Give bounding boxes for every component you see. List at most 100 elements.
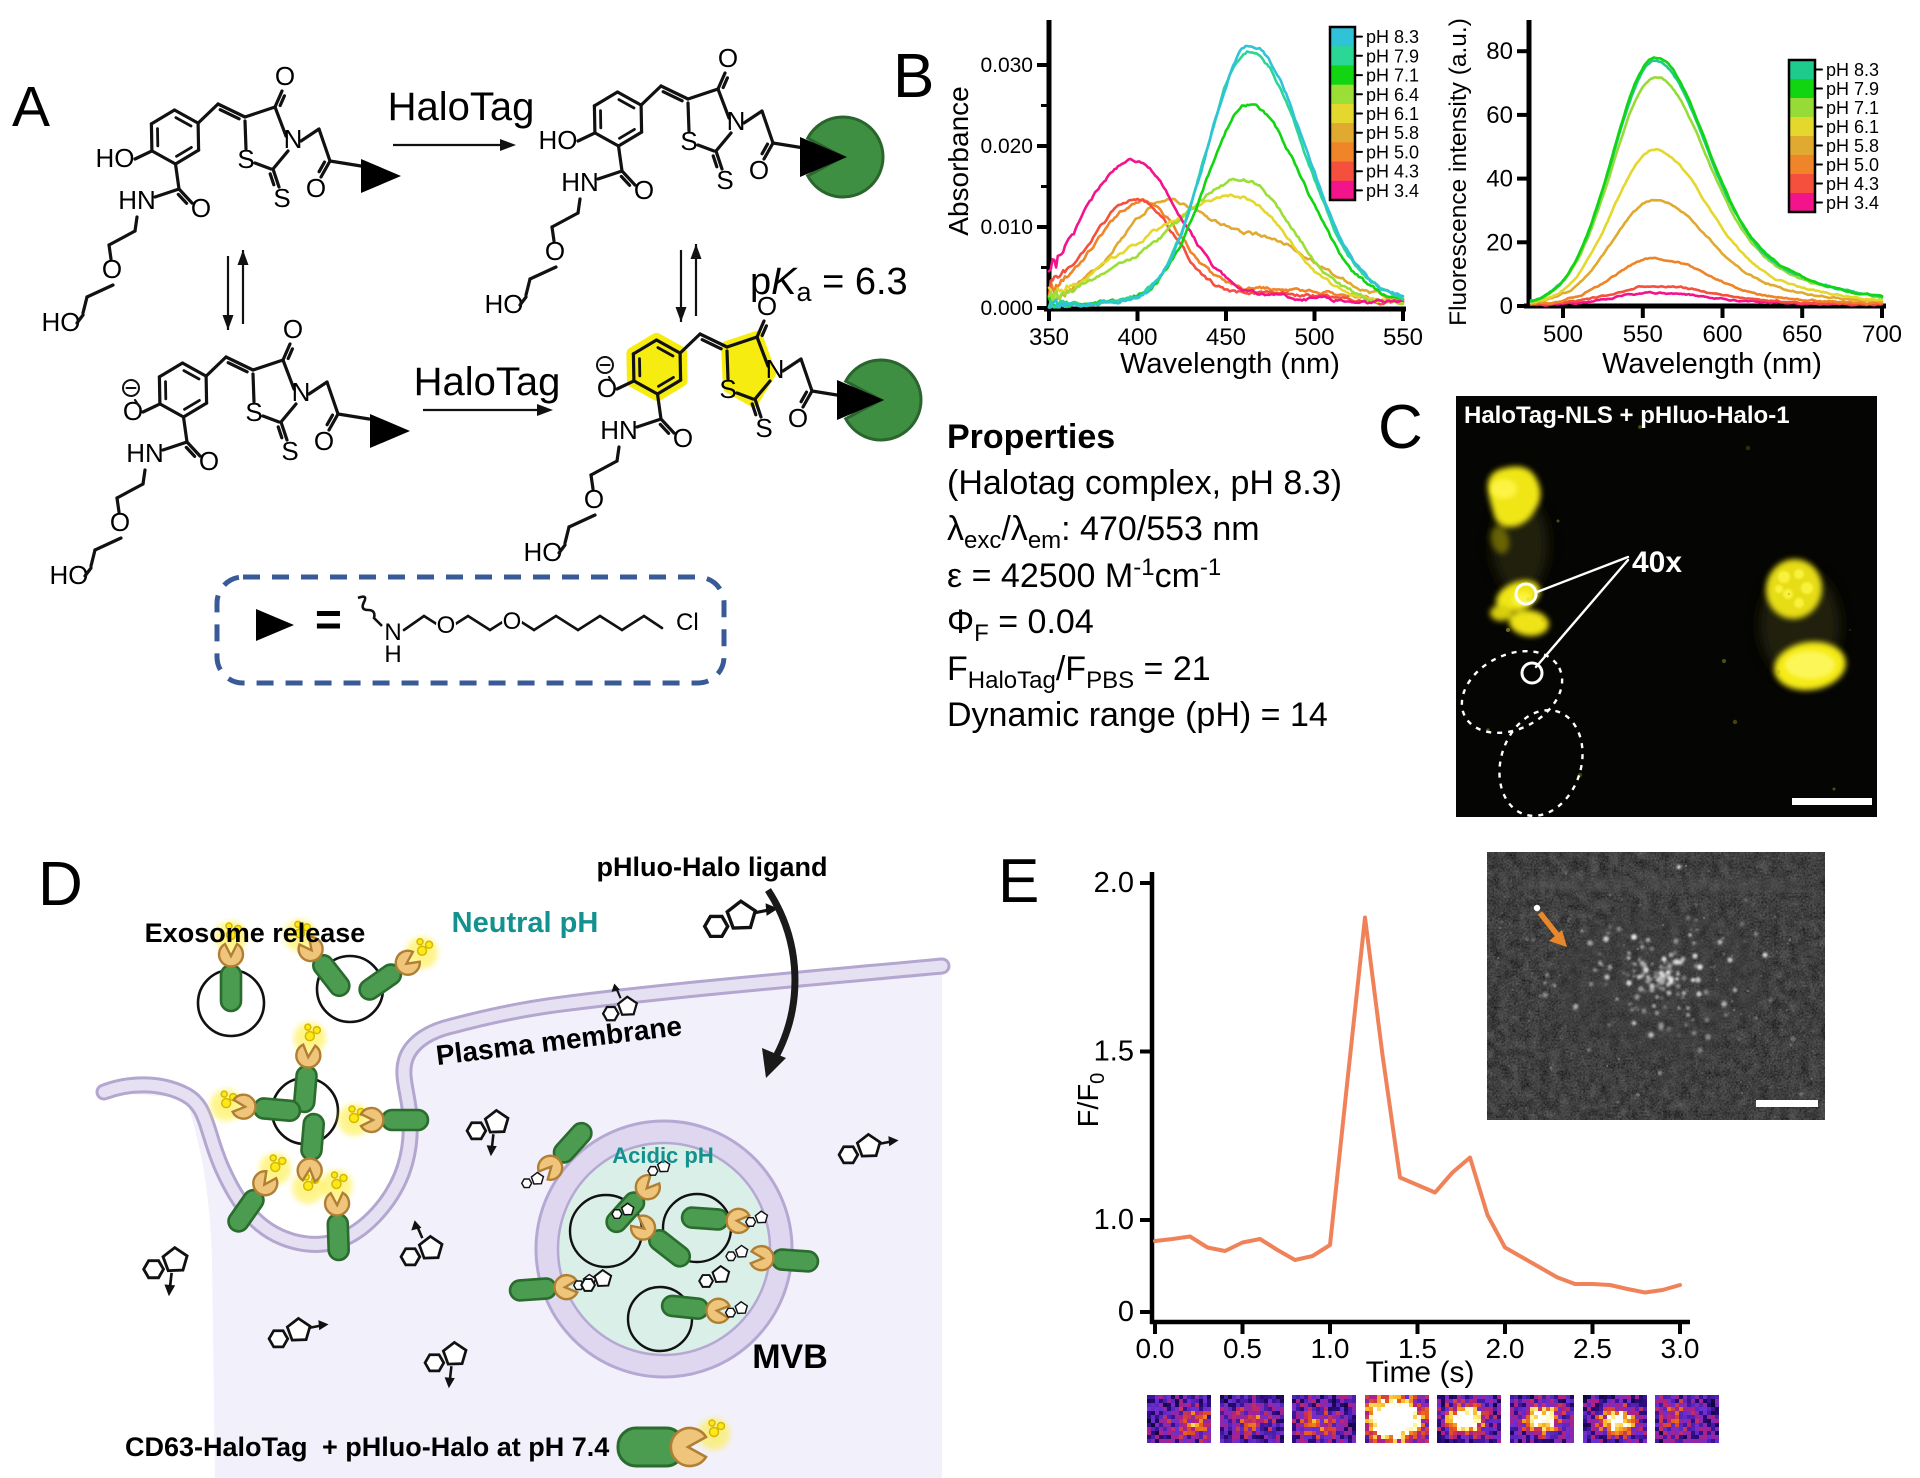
svg-text:O: O bbox=[102, 254, 122, 284]
svg-text:Dynamic range (pH) = 14: Dynamic range (pH) = 14 bbox=[947, 696, 1328, 734]
svg-text:B: B bbox=[893, 42, 934, 111]
svg-text:(Halotag complex, pH 8.3): (Halotag complex, pH 8.3) bbox=[947, 464, 1342, 502]
svg-text:HaloTag: HaloTag bbox=[388, 85, 535, 129]
svg-text:MVB: MVB bbox=[752, 1338, 828, 1376]
svg-text:350: 350 bbox=[1029, 324, 1069, 351]
svg-text:550: 550 bbox=[1383, 324, 1423, 351]
svg-text:HO: HO bbox=[485, 289, 524, 319]
svg-text:pH 8.3: pH 8.3 bbox=[1366, 27, 1419, 47]
svg-text:pH 6.4: pH 6.4 bbox=[1366, 85, 1419, 105]
svg-text:Acidic pH: Acidic pH bbox=[612, 1143, 713, 1168]
svg-text:O: O bbox=[634, 175, 654, 205]
svg-text:O: O bbox=[749, 155, 769, 185]
svg-text:S: S bbox=[245, 397, 262, 427]
svg-text:N: N bbox=[384, 619, 401, 646]
svg-text:500: 500 bbox=[1543, 321, 1583, 348]
svg-text:HaloTag-NLS + pHluo-Halo-1: HaloTag-NLS + pHluo-Halo-1 bbox=[1464, 402, 1790, 429]
svg-text:HaloTag: HaloTag bbox=[414, 360, 561, 404]
svg-text:N: N bbox=[292, 377, 311, 407]
svg-text:Time (s): Time (s) bbox=[1366, 1356, 1475, 1389]
svg-text:HN: HN bbox=[118, 185, 156, 215]
svg-text:pH 5.8: pH 5.8 bbox=[1826, 136, 1879, 156]
svg-text:S: S bbox=[680, 126, 697, 156]
svg-text:pH 4.3: pH 4.3 bbox=[1366, 162, 1419, 182]
svg-text:S: S bbox=[273, 183, 290, 213]
svg-text:D: D bbox=[38, 850, 83, 919]
svg-text:A: A bbox=[12, 75, 50, 139]
svg-text:O: O bbox=[283, 314, 303, 344]
svg-text:700: 700 bbox=[1862, 321, 1902, 348]
svg-text:HN: HN bbox=[561, 167, 599, 197]
svg-text:HO: HO bbox=[524, 537, 563, 567]
svg-text:Cl: Cl bbox=[676, 609, 699, 636]
svg-text:O: O bbox=[123, 396, 143, 426]
svg-text:+ pHluo-Halo at pH 7.4: + pHluo-Halo at pH 7.4 bbox=[322, 1432, 609, 1462]
svg-text:40: 40 bbox=[1486, 166, 1513, 193]
svg-text:450: 450 bbox=[1206, 324, 1246, 351]
svg-text:HN: HN bbox=[126, 438, 164, 468]
svg-text:0: 0 bbox=[1500, 293, 1513, 320]
svg-text:650: 650 bbox=[1782, 321, 1822, 348]
svg-text:O: O bbox=[275, 61, 295, 91]
svg-text:1.0: 1.0 bbox=[1311, 1333, 1350, 1364]
svg-text:HN: HN bbox=[600, 415, 638, 445]
svg-text:O: O bbox=[306, 173, 326, 203]
svg-text:O: O bbox=[503, 608, 522, 635]
svg-text:400: 400 bbox=[1117, 324, 1157, 351]
svg-text:2.0: 2.0 bbox=[1486, 1333, 1525, 1364]
svg-text:Fluorescence intensity (a.u.): Fluorescence intensity (a.u.) bbox=[1445, 18, 1472, 326]
svg-text:HO: HO bbox=[42, 307, 81, 337]
svg-text:CD63-HaloTag: CD63-HaloTag bbox=[125, 1432, 308, 1462]
svg-text:S: S bbox=[755, 413, 772, 443]
svg-text:O: O bbox=[191, 193, 211, 223]
svg-text:3.0: 3.0 bbox=[1661, 1333, 1700, 1364]
svg-text:Properties: Properties bbox=[947, 418, 1115, 456]
svg-text:1.0: 1.0 bbox=[1094, 1204, 1134, 1236]
svg-text:O: O bbox=[673, 423, 693, 453]
svg-text:O: O bbox=[584, 484, 604, 514]
svg-text:pHluo-Halo ligand: pHluo-Halo ligand bbox=[597, 852, 828, 882]
svg-text:HO: HO bbox=[539, 125, 578, 155]
svg-text:pH 3.4: pH 3.4 bbox=[1366, 181, 1419, 201]
svg-text:80: 80 bbox=[1486, 38, 1513, 65]
svg-text:N: N bbox=[727, 106, 746, 136]
svg-text:Wavelength (nm): Wavelength (nm) bbox=[1602, 348, 1822, 380]
svg-text:pH 7.9: pH 7.9 bbox=[1826, 79, 1879, 99]
svg-text:ε = 42500 M-1cm-1: ε = 42500 M-1cm-1 bbox=[947, 554, 1221, 595]
svg-text:Wavelength (nm): Wavelength (nm) bbox=[1120, 348, 1340, 380]
svg-text:1.5: 1.5 bbox=[1398, 1333, 1437, 1364]
svg-text:C: C bbox=[1378, 393, 1423, 462]
svg-text:pH 6.1: pH 6.1 bbox=[1826, 117, 1879, 137]
svg-text:ΦF = 0.04: ΦF = 0.04 bbox=[947, 603, 1094, 647]
svg-text:0.000: 0.000 bbox=[980, 297, 1033, 320]
svg-text:2.0: 2.0 bbox=[1094, 867, 1134, 899]
svg-text:HO: HO bbox=[96, 143, 135, 173]
svg-text:pH 8.3: pH 8.3 bbox=[1826, 60, 1879, 80]
svg-text:O: O bbox=[437, 612, 456, 639]
svg-text:S: S bbox=[237, 144, 254, 174]
svg-text:2.5: 2.5 bbox=[1573, 1333, 1612, 1364]
svg-text:HO: HO bbox=[50, 560, 89, 590]
svg-text:pH 5.0: pH 5.0 bbox=[1366, 142, 1419, 162]
svg-text:O: O bbox=[110, 507, 130, 537]
svg-text:S: S bbox=[281, 436, 298, 466]
svg-text:0.030: 0.030 bbox=[980, 54, 1033, 77]
svg-text:Exosome release: Exosome release bbox=[145, 918, 366, 948]
svg-text:E: E bbox=[998, 847, 1039, 916]
svg-text:20: 20 bbox=[1486, 229, 1513, 256]
svg-text:600: 600 bbox=[1702, 321, 1742, 348]
svg-text:pH 7.9: pH 7.9 bbox=[1366, 46, 1419, 66]
svg-text:S: S bbox=[719, 374, 736, 404]
svg-text:1.5: 1.5 bbox=[1094, 1036, 1134, 1068]
svg-text:0.010: 0.010 bbox=[980, 216, 1033, 239]
svg-text:O: O bbox=[199, 446, 219, 476]
svg-text:pH 5.8: pH 5.8 bbox=[1366, 123, 1419, 143]
svg-text:pH 4.3: pH 4.3 bbox=[1826, 174, 1879, 194]
svg-text:500: 500 bbox=[1294, 324, 1334, 351]
svg-text:Absorbance: Absorbance bbox=[943, 86, 974, 235]
svg-text:40x: 40x bbox=[1632, 546, 1682, 579]
svg-text:0.5: 0.5 bbox=[1223, 1333, 1262, 1364]
svg-text:pH 6.1: pH 6.1 bbox=[1366, 104, 1419, 124]
svg-text:N: N bbox=[284, 124, 303, 154]
svg-text:0: 0 bbox=[1118, 1296, 1134, 1328]
